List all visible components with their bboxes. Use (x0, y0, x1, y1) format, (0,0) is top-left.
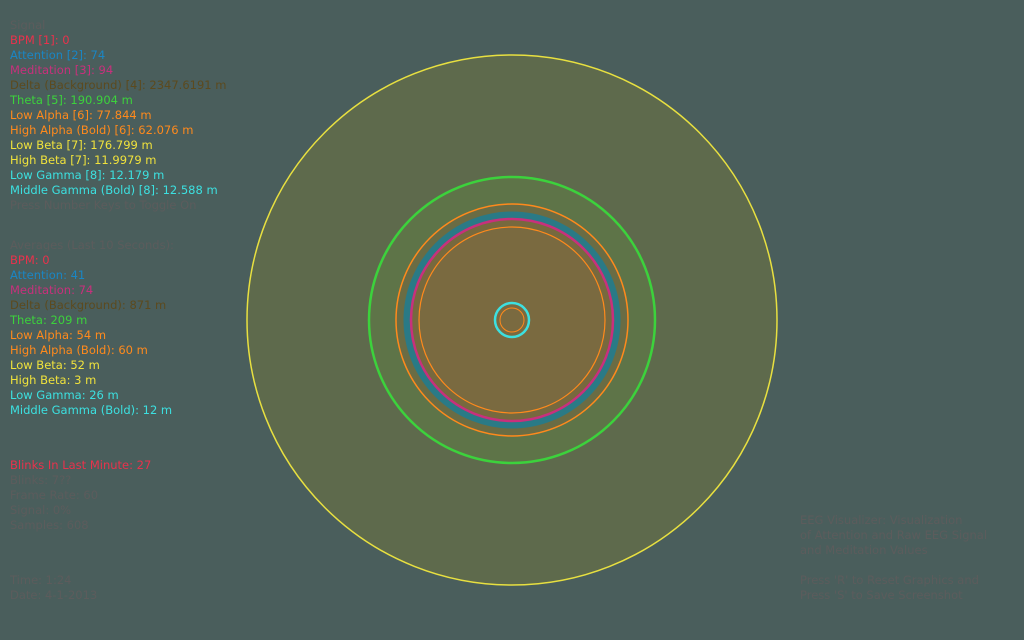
reading: Meditation [3]: 94 (10, 63, 114, 77)
reading: Delta (Background) [4]: 2347.6191 m (10, 78, 227, 92)
status-line: Samples: 608 (10, 518, 89, 532)
reading: Low Beta [7]: 176.799 m (10, 138, 153, 152)
average-reading: Delta (Background): 871 m (10, 298, 167, 312)
reading: BPM [1]: 0 (10, 33, 70, 47)
average-reading: BPM: 0 (10, 253, 50, 267)
about-line: EEG Visualizer: Visualization (800, 513, 963, 527)
status-line: Signal: 0% (10, 503, 72, 517)
average-reading: Attention: 41 (10, 268, 86, 282)
reading: High Beta [7]: 11.9979 m (10, 153, 157, 167)
average-reading: High Alpha (Bold): 60 m (10, 343, 148, 357)
section-heading: Signal (10, 18, 46, 32)
reading: Low Alpha [6]: 77.844 m (10, 108, 152, 122)
average-reading: Middle Gamma (Bold): 12 m (10, 403, 173, 417)
average-reading: Theta: 209 m (10, 313, 88, 327)
ring-center (499, 307, 525, 333)
blink-count: Blinks In Last Minute: 27 (10, 458, 152, 472)
section-heading: Averages (Last 10 Seconds): (10, 238, 174, 252)
average-reading: Low Beta: 52 m (10, 358, 100, 372)
help-line: Press 'R' to Reset Graphics and (800, 573, 979, 587)
ring-attention (403, 211, 621, 429)
average-reading: Low Gamma: 26 m (10, 388, 119, 402)
average-reading: Meditation: 74 (10, 283, 94, 297)
reading: Theta [5]: 190.904 m (10, 93, 133, 107)
status-line: Frame Rate: 60 (10, 488, 99, 502)
reading: Low Gamma [8]: 12.179 m (10, 168, 165, 182)
average-reading: Low Alpha: 54 m (10, 328, 107, 342)
average-reading: High Beta: 3 m (10, 373, 97, 387)
about-line: and Meditation Values (800, 543, 928, 557)
status-line: Blinks: 7?? (10, 473, 72, 487)
reading: High Alpha (Bold) [6]: 62.076 m (10, 123, 194, 137)
clock-line: Time: 1:24 (10, 573, 72, 587)
clock-line: Date: 4-1-2013 (10, 588, 98, 602)
about-line: of Attention and Raw EEG Signal (800, 528, 988, 542)
hint: Press Number Keys to Toggle On (10, 198, 197, 212)
help-line: Press 'S' to Save Screenshot (800, 588, 963, 602)
reading: Attention [2]: 74 (10, 48, 106, 62)
reading: Middle Gamma (Bold) [8]: 12.588 m (10, 183, 218, 197)
